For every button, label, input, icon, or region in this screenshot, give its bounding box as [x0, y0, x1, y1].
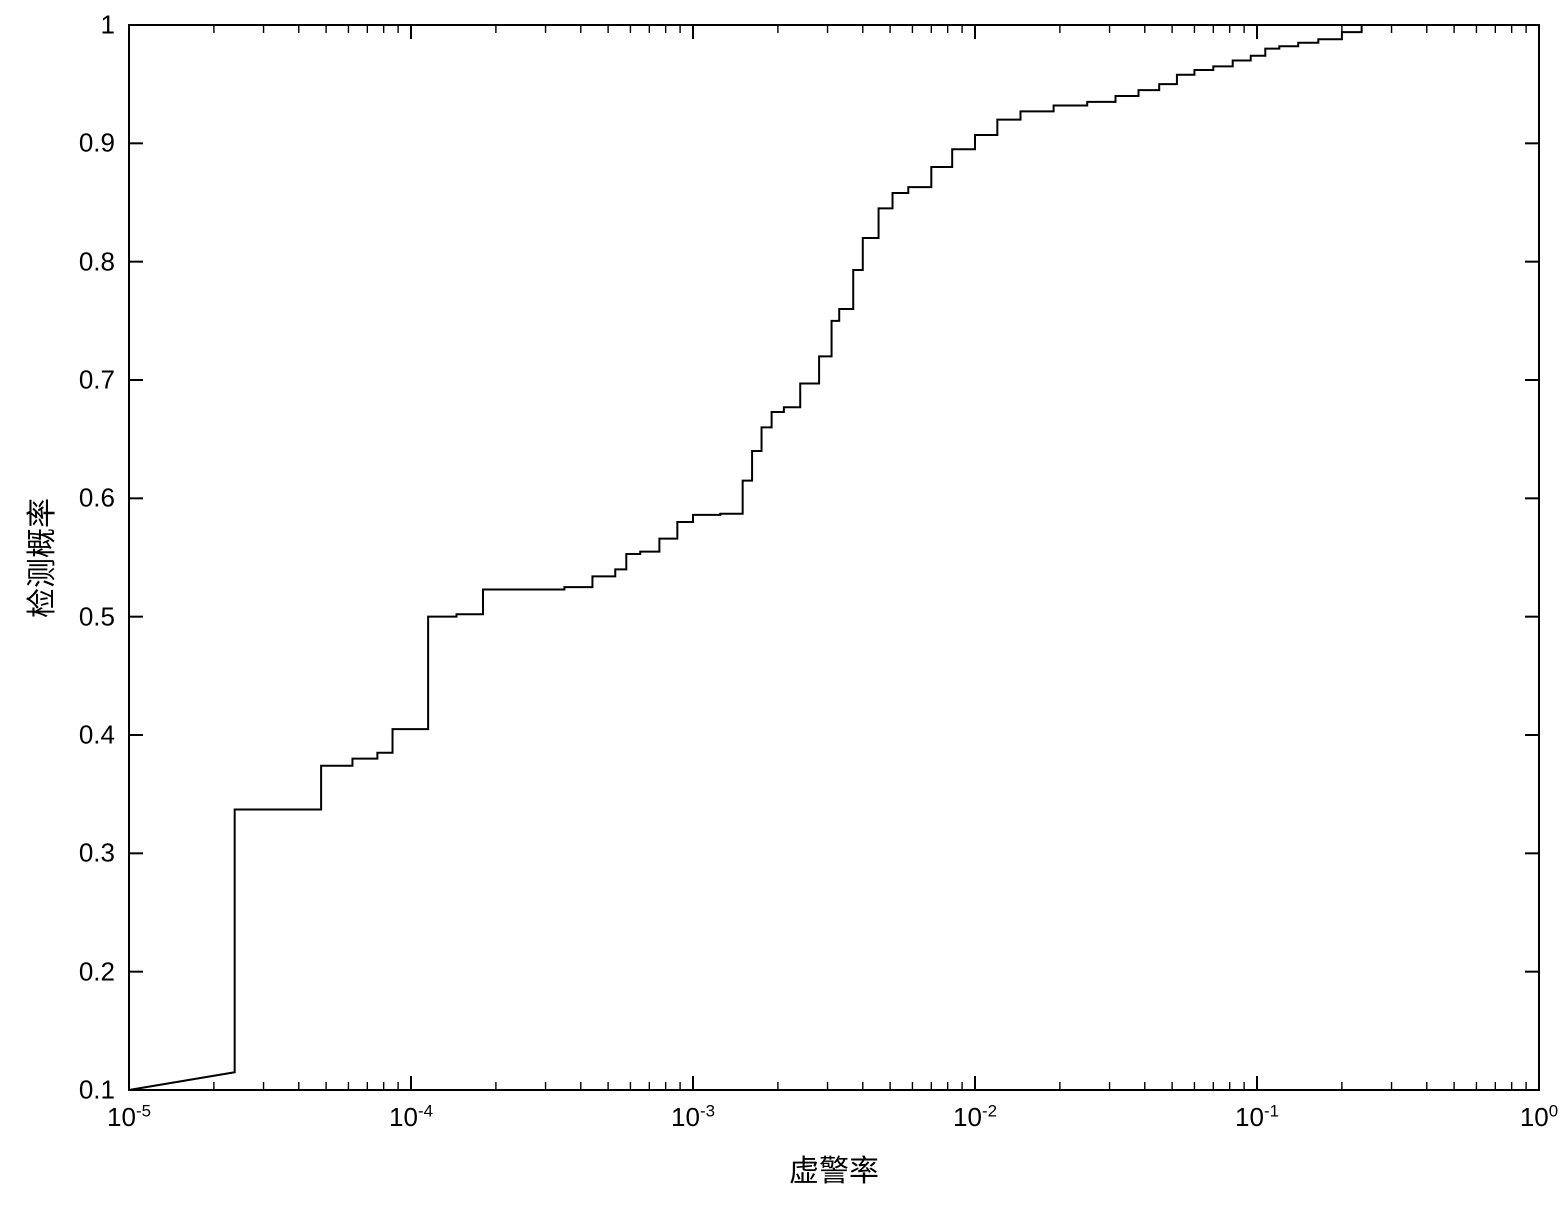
x-tick-label: 100: [1520, 1102, 1558, 1133]
x-tick-label: 10-5: [107, 1102, 151, 1133]
y-tick-label: 0.7: [79, 365, 115, 396]
y-tick-label: 0.1: [79, 1075, 115, 1106]
y-tick-label: 0.6: [79, 483, 115, 514]
y-tick-label: 0.5: [79, 601, 115, 632]
x-tick-label: 10-4: [389, 1102, 433, 1133]
y-tick-label: 0.8: [79, 246, 115, 277]
y-tick-label: 0.2: [79, 956, 115, 987]
y-tick-label: 0.3: [79, 838, 115, 869]
y-axis-label: 检测概率: [17, 498, 61, 618]
x-axis-label: 虚警率: [789, 1146, 879, 1190]
roc-chart: [0, 0, 1566, 1206]
x-tick-label: 10-2: [953, 1102, 997, 1133]
y-tick-label: 0.9: [79, 128, 115, 159]
x-tick-label: 10-1: [1235, 1102, 1279, 1133]
x-tick-label: 10-3: [671, 1102, 715, 1133]
y-tick-label: 1: [101, 10, 115, 41]
y-tick-label: 0.4: [79, 720, 115, 751]
